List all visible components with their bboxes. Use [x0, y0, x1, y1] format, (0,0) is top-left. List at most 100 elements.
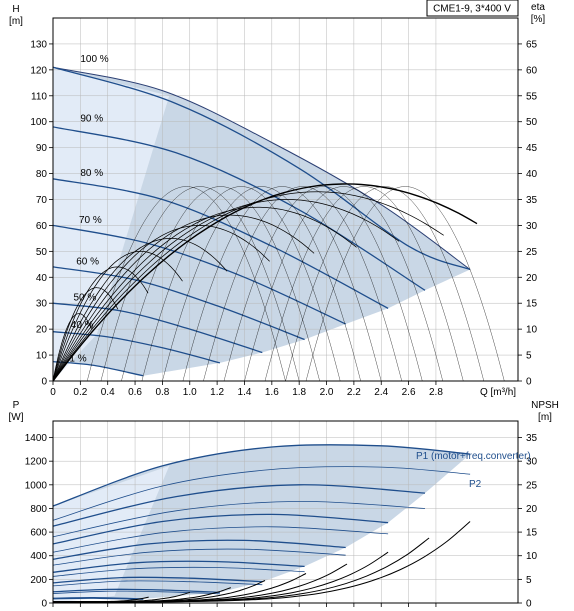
tick-label-eta: 45: [526, 143, 538, 154]
tick-label-eta: 10: [526, 325, 538, 336]
tick-label-y: 1200: [25, 457, 48, 468]
p2-curve: [52, 526, 389, 553]
head-axis-unit: [m]: [9, 16, 23, 27]
npsh-curve: [53, 521, 471, 603]
head-curve: [52, 66, 471, 270]
tick-label-eta: 50: [526, 117, 538, 128]
tick-label-eta: 60: [526, 65, 538, 76]
tick-label-y: 100: [30, 117, 47, 128]
tick-label-npsh: 15: [526, 528, 538, 539]
head-curve: [52, 126, 426, 291]
tick-label-y: 50: [36, 247, 48, 258]
tick-label-x: 1.4: [238, 387, 252, 398]
eta-axis-title: eta: [531, 2, 545, 13]
tick-label-npsh: 10: [526, 551, 538, 562]
head-axis-ticks: 0 0.2 0.4 0.6 0.8 1.0 1.2 1.4 1.6 1.8 2.0 2.2 2.4 2.6…: [30, 39, 537, 398]
p1-curve: [52, 484, 426, 527]
tick-label-y: 400: [30, 551, 47, 562]
tick-label-npsh: 25: [526, 480, 538, 491]
speed-label: 80 %: [80, 168, 103, 179]
head-curve: [52, 178, 389, 309]
npsh-curves: [53, 521, 471, 603]
tick-label-y: 30: [36, 299, 48, 310]
speed-label: 50 %: [74, 293, 97, 304]
npsh-axis-title: NPSH: [531, 400, 559, 411]
tick-label-eta: 0: [526, 377, 532, 388]
efficiency-arch: [285, 186, 485, 382]
tick-label-eta: 20: [526, 273, 538, 284]
p1-curve: [52, 539, 346, 560]
efficiency-curve: [52, 214, 315, 382]
tick-label-y: 80: [36, 169, 48, 180]
tick-label-x: 0.2: [73, 387, 87, 398]
tick-label-y: 800: [30, 504, 47, 515]
tick-label-npsh: 5: [526, 575, 532, 586]
pump-badge: CME1-9, 3*400 V: [433, 4, 511, 15]
tick-label-x: 0.6: [128, 387, 142, 398]
tick-label-eta: 30: [526, 221, 538, 232]
tick-label-x: 0.8: [155, 387, 169, 398]
tick-label-x: 0: [50, 387, 56, 398]
tick-label-x: 2.0: [320, 387, 334, 398]
tick-label-npsh: 0: [526, 599, 532, 610]
power-axis-unit: [W]: [9, 412, 24, 423]
tick-label-y: 0: [41, 377, 47, 388]
tick-label-x: 2.6: [402, 387, 416, 398]
tick-label-npsh: 20: [526, 504, 538, 515]
p2-curve: [52, 466, 471, 521]
tick-label-y: 60: [36, 221, 48, 232]
tick-label-eta: 15: [526, 299, 538, 310]
tick-label-npsh: 35: [526, 433, 538, 444]
tick-label-eta: 5: [526, 351, 532, 362]
flow-axis-title: Q [m³/h]: [480, 387, 516, 398]
efficiency-curve: [52, 251, 183, 382]
head-curve: [52, 302, 263, 354]
p1-curve: [52, 576, 263, 584]
tick-label-y: 20: [36, 325, 48, 336]
tick-label-eta: 25: [526, 247, 538, 258]
efficiency-arch: [86, 186, 286, 382]
tick-label-y: 90: [36, 143, 48, 154]
operating-range-area: [53, 67, 471, 381]
power-axis-labels: P [W] NPSH [m] P1 (motor+freq.converter)…: [9, 400, 559, 490]
p2-curve: [52, 500, 426, 538]
tick-label-y: 1400: [25, 433, 48, 444]
p1-curve: [52, 588, 220, 594]
tick-label-y: 600: [30, 528, 47, 539]
tick-label-y: 0: [41, 599, 47, 610]
efficiency-arch: [244, 186, 444, 382]
pump-badge-box: [426, 0, 519, 17]
operating-range-fill: [53, 67, 471, 376]
head-axis-labels: H [m] eta [%] Q [m³/h] CME1-9, 3*400 V: [9, 0, 545, 398]
tick-label-x: 1.6: [265, 387, 279, 398]
efficiency-curve: [52, 287, 119, 382]
tick-label-eta: 40: [526, 169, 538, 180]
tick-label-y: 130: [30, 39, 47, 50]
efficiency-arch: [223, 186, 423, 382]
speed-label: 1 %: [69, 354, 86, 365]
tick-label-x: 1.8: [292, 387, 306, 398]
p2-series-label: P2: [469, 479, 482, 490]
power-axis-title: P: [13, 400, 20, 411]
head-efficiency-panel: 0 0.2 0.4 0.6 0.8 1.0 1.2 1.4 1.6 1.8 2.0 2.2 2.4 2.6…: [9, 0, 545, 398]
p1-curve: [52, 597, 144, 600]
speed-label: 70 %: [79, 215, 102, 226]
tick-label-eta: 65: [526, 39, 538, 50]
efficiency-curve: [52, 206, 357, 382]
efficiency-arch: [203, 186, 403, 382]
tick-label-y: 120: [30, 65, 47, 76]
speed-labels: 100 % 90 % 80 % 70 % 60 % 50 % 40 % 1 %: [69, 54, 108, 364]
tick-label-eta: 35: [526, 195, 538, 206]
tick-label-x: 2.8: [429, 387, 443, 398]
speed-label: 100 %: [80, 54, 108, 65]
p1-curve: [52, 444, 471, 507]
efficiency-arch: [141, 186, 341, 382]
tick-label-x: 1.0: [183, 387, 197, 398]
power-plot-frame: [52, 420, 519, 604]
efficiency-arch: [182, 186, 382, 382]
efficiency-arch: [305, 186, 505, 382]
efficiency-curve: [52, 238, 228, 382]
power-curves: [52, 444, 471, 600]
speed-label: 60 %: [76, 256, 99, 267]
head-axis-title: H: [12, 4, 19, 15]
